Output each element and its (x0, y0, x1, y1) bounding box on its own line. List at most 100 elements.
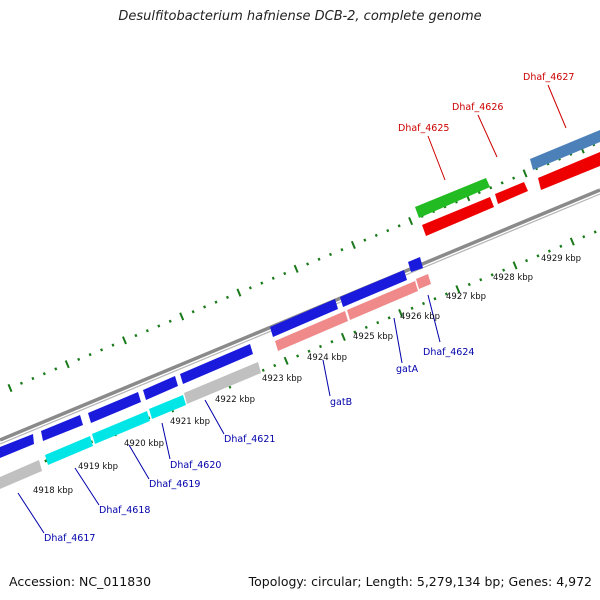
ruler-tick (353, 330, 357, 334)
ruler-label: 4922 kbp (215, 395, 255, 405)
ruler-label: 4927 kbp (446, 292, 486, 302)
ruler-label: 4929 kbp (541, 254, 581, 264)
outer-tick-ring (7, 143, 596, 393)
gene-label[interactable]: gatA (396, 364, 419, 375)
gene-block[interactable] (0, 434, 34, 458)
callout-line (161, 422, 171, 460)
gene-block[interactable] (149, 395, 186, 419)
ruler-tick (525, 258, 529, 263)
callout-line (128, 444, 150, 480)
gene-block[interactable] (275, 311, 348, 351)
ruler-tick (317, 257, 321, 261)
ruler-tick (19, 381, 23, 385)
ruler-tick (512, 261, 518, 270)
ruler-label: 4921 kbp (170, 417, 210, 427)
ruler-label: 4918 kbp (33, 486, 73, 496)
gene-block[interactable] (41, 415, 83, 441)
gene-block[interactable] (88, 392, 141, 423)
ruler-tick (593, 230, 597, 234)
gene-block[interactable] (92, 411, 150, 444)
gene-block[interactable] (530, 130, 600, 170)
ruler-tick (54, 367, 58, 371)
ruler-label: 4926 kbp (400, 312, 440, 322)
genome-summary-text: Topology: circular; Length: 5,279,134 bp… (248, 574, 592, 589)
gene-label[interactable]: Dhaf_4618 (99, 505, 150, 516)
ruler-tick (410, 306, 414, 310)
ruler-tick (386, 228, 390, 233)
ruler-tick (489, 186, 493, 190)
gene-block[interactable] (347, 281, 418, 320)
gene-label[interactable]: gatB (330, 397, 352, 408)
gene-block[interactable] (495, 182, 528, 204)
gene-label[interactable]: Dhaf_4627 (523, 72, 574, 83)
ruler-tick (350, 240, 356, 250)
ruler-tick (225, 295, 229, 300)
gene-block[interactable] (0, 460, 42, 489)
ruler-tick (306, 262, 310, 266)
ruler-tick (64, 360, 70, 369)
gene-block[interactable] (415, 178, 490, 218)
ruler-tick (328, 252, 333, 257)
ruler-label: 4924 kbp (307, 353, 347, 363)
callout-line (393, 317, 403, 364)
ruler-tick (330, 340, 334, 344)
ruler-label: 4928 kbp (493, 273, 533, 283)
gene-label[interactable]: Dhaf_4620 (170, 460, 221, 471)
gene-label[interactable]: Dhaf_4619 (149, 479, 200, 490)
gene-block[interactable] (340, 270, 407, 307)
callout-line (322, 359, 331, 397)
gene-block[interactable] (184, 362, 261, 404)
gene-label[interactable]: Dhaf_4625 (398, 123, 449, 134)
callout-line (74, 467, 100, 506)
callout-line (427, 135, 446, 181)
gene-label[interactable]: Dhaf_4626 (452, 102, 503, 113)
ruler-tick (455, 285, 461, 294)
callout-line (477, 114, 498, 158)
ruler-tick (100, 348, 104, 352)
ruler-tick (293, 264, 299, 273)
ruler-label: 4919 kbp (78, 462, 118, 472)
gene-label[interactable]: Dhaf_4624 (423, 347, 474, 358)
gene-block[interactable] (408, 257, 423, 272)
ruler-tick (122, 336, 127, 345)
ruler-tick (271, 276, 275, 280)
ruler-tick (261, 368, 265, 372)
ruler-tick (569, 237, 575, 246)
ruler-tick (398, 308, 404, 318)
ruler-tick (536, 254, 540, 258)
gene-label[interactable]: Dhaf_4617 (44, 533, 95, 544)
ruler-tick (490, 273, 494, 277)
ruler-tick (44, 459, 48, 463)
ruler-tick (387, 316, 391, 320)
ruler-tick (260, 281, 264, 285)
gene-block[interactable] (45, 436, 93, 465)
ruler-tick (42, 372, 46, 376)
callout-line (547, 84, 567, 129)
ruler-tick (500, 181, 504, 185)
ruler-tick (296, 354, 300, 358)
ruler-tick (77, 357, 81, 362)
ruler-tick (88, 352, 92, 357)
ruler-tick (364, 325, 368, 330)
gene-block[interactable] (538, 152, 600, 190)
ruler-tick (340, 332, 346, 342)
gene-block[interactable] (416, 274, 431, 289)
gene-block[interactable] (270, 299, 338, 337)
ruler-tick (179, 312, 185, 321)
ruler-tick (559, 244, 563, 248)
ruler-labels: 4918 kbp 4919 kbp 4920 kbp 4921 kbp 4922 kbp… (33, 254, 581, 496)
gene-block[interactable] (422, 197, 494, 236)
ruler-tick (512, 176, 516, 180)
ruler-tick (283, 271, 287, 276)
gene-block[interactable] (143, 376, 178, 400)
ruler-tick (582, 235, 586, 239)
gene-label[interactable]: Dhaf_4621 (224, 434, 275, 445)
ruler-tick (191, 310, 195, 314)
ruler-tick (467, 282, 471, 287)
ruler-tick (168, 319, 172, 323)
ruler-tick (7, 383, 13, 393)
ruler-tick (283, 356, 289, 365)
gene-block[interactable] (180, 344, 253, 384)
